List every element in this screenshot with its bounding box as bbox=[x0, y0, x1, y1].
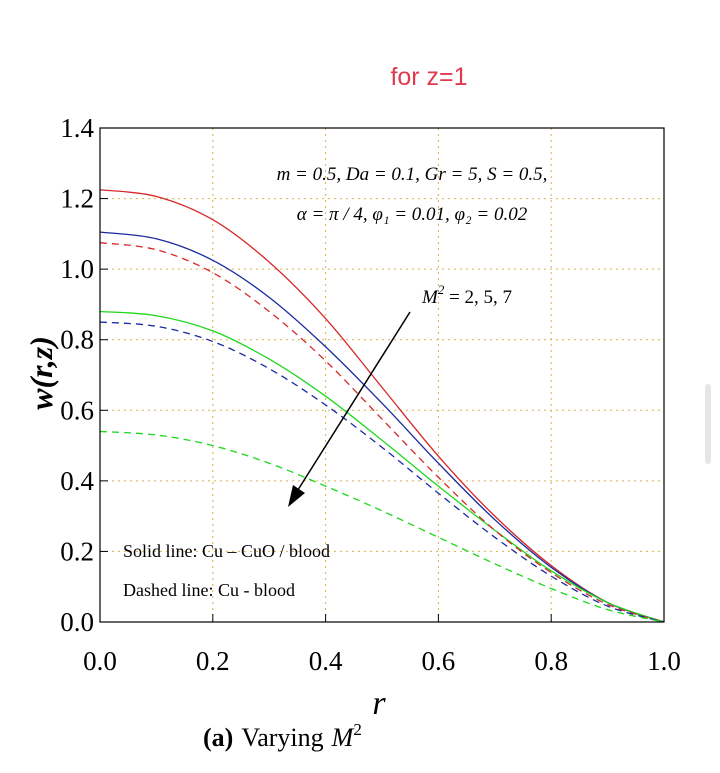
header-title: for z=1 bbox=[390, 63, 467, 91]
x-tick-label: 0.4 bbox=[309, 646, 343, 676]
trend-arrow-head bbox=[288, 485, 305, 507]
y-tick-label: 0.4 bbox=[60, 466, 94, 496]
series-line-1 bbox=[99, 189, 665, 623]
series-line-3 bbox=[99, 310, 665, 623]
y-axis-ticks: 0.0 0.2 0.4 0.6 0.8 1.0 1.2 1.4 bbox=[60, 113, 108, 637]
caption-math-sup: 2 bbox=[353, 720, 362, 739]
x-tick-label: 0.2 bbox=[196, 646, 230, 676]
parameters-line-2: α = π / 4, φ₁ = 0.01, φ₂ = 0.02 bbox=[297, 204, 528, 225]
x-tick-label: 0.0 bbox=[83, 646, 117, 676]
y-tick-label: 1.0 bbox=[60, 254, 94, 284]
y-tick-label: 0.8 bbox=[60, 325, 94, 355]
caption-label: (a) bbox=[203, 723, 233, 752]
parameters-line-1: m = 0.5, Da = 0.1, Gr = 5, S = 0.5, bbox=[277, 164, 548, 185]
x-axis-ticks: 0.0 0.2 0.4 0.6 0.8 1.0 bbox=[83, 614, 681, 676]
x-tick-label: 0.6 bbox=[422, 646, 456, 676]
legend-solid-text: Solid line: Cu – CuO / blood bbox=[123, 541, 330, 561]
y-axis-label: w(r,z) bbox=[23, 336, 59, 410]
arrow-annotation-values: = 2, 5, 7 bbox=[444, 287, 512, 308]
series-curves bbox=[99, 189, 665, 623]
plot-frame bbox=[99, 127, 665, 623]
caption-math: M bbox=[331, 723, 355, 752]
arrow-annotation-base: M bbox=[421, 287, 439, 308]
series-line-2 bbox=[99, 231, 665, 623]
x-tick-label: 0.8 bbox=[534, 646, 568, 676]
series-line-5 bbox=[99, 321, 665, 623]
arrow-annotation: M2 = 2, 5, 7 bbox=[421, 282, 512, 308]
arrow-annotation-sup: 2 bbox=[438, 282, 445, 297]
y-tick-label: 0.6 bbox=[60, 395, 94, 425]
grid-lines bbox=[100, 128, 664, 622]
x-tick-label: 1.0 bbox=[647, 646, 681, 676]
x-axis-label: r bbox=[372, 685, 386, 722]
series-line-6 bbox=[99, 430, 665, 623]
y-tick-label: 0.0 bbox=[60, 607, 94, 637]
caption: (a) Varying M2 bbox=[203, 720, 362, 752]
legend-dashed-text: Dashed line: Cu - blood bbox=[123, 580, 295, 600]
caption-text: Varying bbox=[241, 723, 323, 752]
y-tick-label: 1.4 bbox=[60, 113, 94, 143]
series-line-4 bbox=[99, 242, 665, 623]
scrollbar[interactable] bbox=[705, 384, 711, 464]
y-tick-label: 1.2 bbox=[60, 184, 94, 214]
trend-arrow-shaft bbox=[295, 311, 411, 494]
y-tick-label: 0.2 bbox=[60, 536, 94, 566]
